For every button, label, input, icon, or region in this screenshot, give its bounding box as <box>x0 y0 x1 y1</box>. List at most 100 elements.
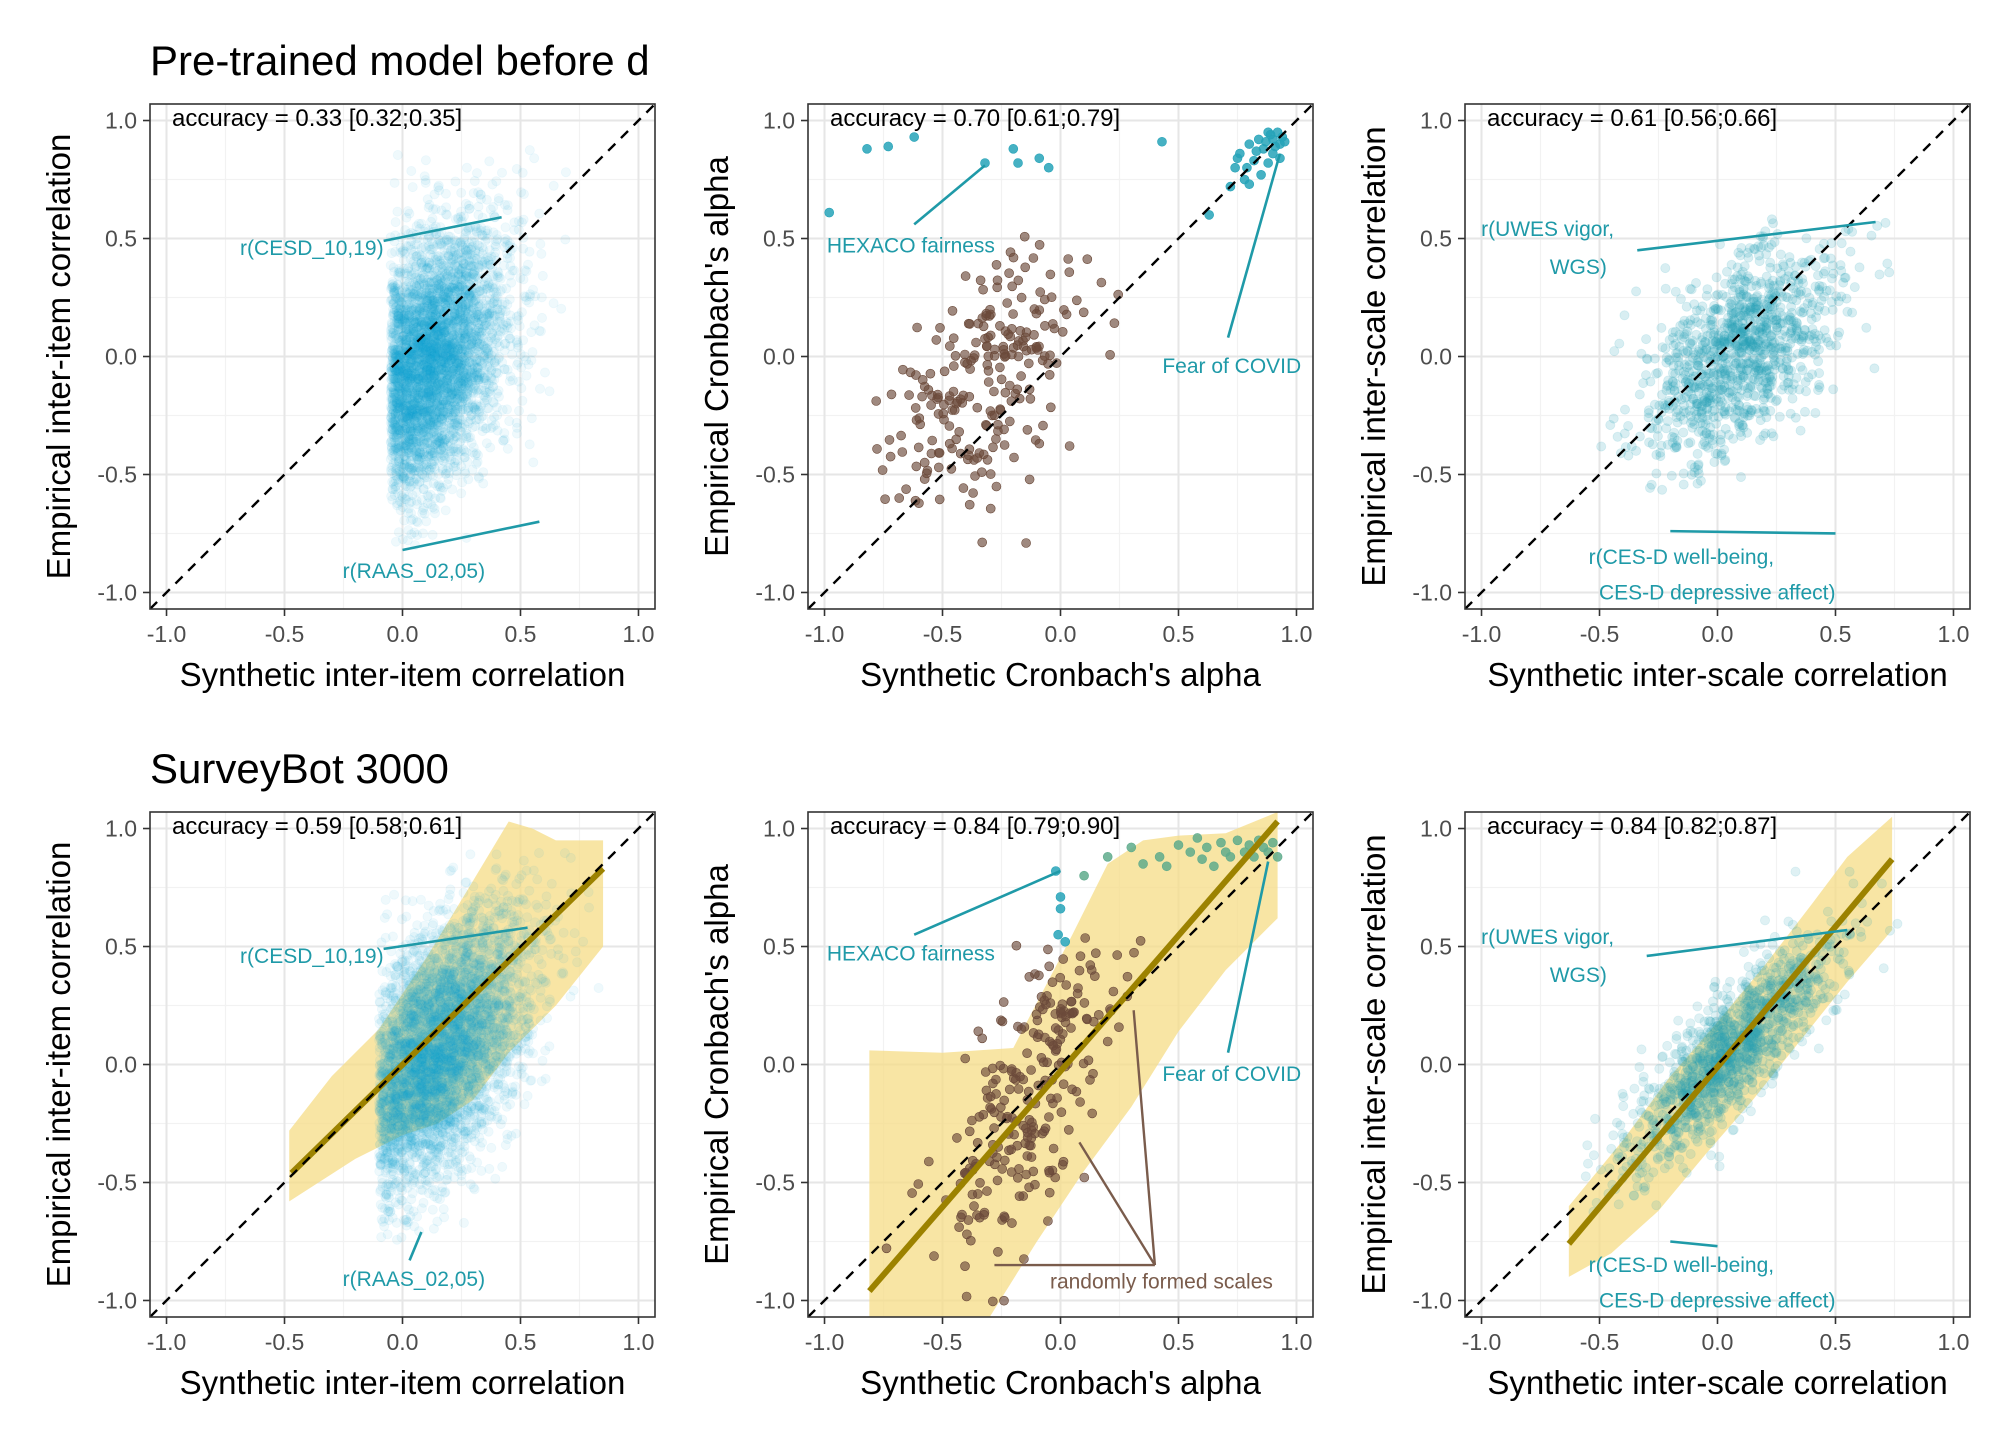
data-point <box>436 296 447 307</box>
data-point <box>427 441 438 452</box>
data-point <box>476 411 487 422</box>
data-point <box>440 349 451 360</box>
data-point <box>399 426 410 437</box>
data-point <box>422 342 433 353</box>
data-point <box>404 362 415 373</box>
data-point-brown <box>927 435 938 446</box>
data-point <box>426 348 437 359</box>
data-point <box>540 367 551 378</box>
data-point <box>406 480 417 491</box>
data-point <box>418 462 429 473</box>
data-point <box>432 275 443 286</box>
data-point <box>433 334 444 345</box>
data-point <box>434 445 445 456</box>
data-point <box>469 368 480 379</box>
data-point-brown <box>962 358 973 369</box>
data-point <box>442 351 453 362</box>
data-point-brown <box>1049 323 1060 334</box>
data-point <box>387 423 398 434</box>
data-point <box>455 405 466 416</box>
data-point <box>432 406 443 417</box>
data-point <box>408 365 419 376</box>
data-point <box>419 337 430 348</box>
data-point <box>436 348 447 359</box>
y-tick-label: 1.0 <box>105 108 137 134</box>
data-point <box>469 232 480 243</box>
data-point-brown <box>1039 351 1050 361</box>
data-point <box>537 270 548 281</box>
data-point <box>466 305 477 316</box>
data-point <box>480 320 491 331</box>
data-point <box>492 368 503 379</box>
data-point <box>408 360 419 371</box>
data-point <box>405 240 416 251</box>
data-point <box>408 326 419 337</box>
data-point <box>447 411 458 422</box>
data-point <box>402 416 413 427</box>
data-point <box>446 341 457 352</box>
data-point <box>461 433 472 444</box>
data-point <box>483 346 494 357</box>
data-point <box>430 413 441 424</box>
data-point <box>449 247 460 258</box>
data-point <box>458 360 469 371</box>
data-point <box>405 400 416 411</box>
data-point <box>501 248 512 259</box>
data-point <box>392 365 403 376</box>
y-tick-label: 0.5 <box>105 226 137 252</box>
data-point <box>419 395 430 406</box>
data-point <box>407 370 418 381</box>
data-point <box>448 427 459 438</box>
data-point <box>388 432 399 443</box>
data-point <box>406 462 417 473</box>
data-point <box>451 362 462 373</box>
data-point <box>447 275 458 286</box>
y-tick-label: 1.0 <box>763 108 795 134</box>
data-point <box>449 317 460 328</box>
data-point <box>440 358 451 369</box>
data-point <box>403 507 414 518</box>
data-point <box>471 458 482 469</box>
data-point <box>427 304 438 315</box>
data-point <box>402 360 413 371</box>
x-axis-label: Synthetic Cronbach's alpha <box>860 656 1261 693</box>
data-point <box>521 355 532 366</box>
data-point <box>421 472 432 483</box>
data-point <box>437 454 448 465</box>
annotation-label: r(CESD_10,19) <box>240 237 384 260</box>
data-point <box>476 222 487 233</box>
data-point <box>473 309 484 320</box>
data-point <box>393 365 404 376</box>
data-point <box>401 381 412 392</box>
data-point <box>422 305 433 316</box>
data-point <box>428 204 439 215</box>
data-point-brown <box>1046 402 1056 413</box>
data-point <box>443 287 454 298</box>
data-point <box>437 430 448 441</box>
data-point <box>461 299 472 310</box>
data-point <box>513 339 524 350</box>
data-point <box>430 346 441 357</box>
data-point-brown <box>1063 254 1073 264</box>
data-point <box>423 383 434 394</box>
data-point <box>445 274 456 285</box>
data-point <box>421 516 432 527</box>
data-point <box>414 435 425 446</box>
data-point <box>438 356 449 367</box>
data-point <box>398 446 409 457</box>
data-point <box>401 334 412 345</box>
data-point <box>389 283 400 294</box>
data-point <box>417 400 428 411</box>
data-point <box>505 310 516 321</box>
data-point <box>472 367 483 378</box>
x-tick-label: -1.0 <box>805 621 845 647</box>
data-point <box>471 356 482 367</box>
data-point <box>427 309 438 320</box>
data-point <box>418 375 429 386</box>
data-point <box>389 427 400 438</box>
data-point <box>419 283 430 294</box>
data-point-brown <box>975 275 986 286</box>
data-point <box>447 386 458 397</box>
data-point <box>446 299 457 310</box>
data-point <box>474 327 485 338</box>
